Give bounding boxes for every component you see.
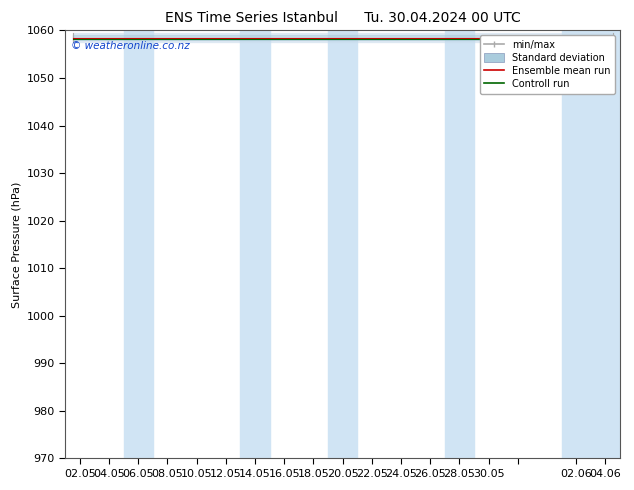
Bar (562, 30, 620, 459)
Y-axis label: Surface Pressure (hPa): Surface Pressure (hPa) (11, 181, 21, 308)
Bar (240, 30, 269, 459)
Legend: min/max, Standard deviation, Ensemble mean run, Controll run: min/max, Standard deviation, Ensemble me… (480, 35, 615, 94)
Bar (445, 30, 474, 459)
Bar (124, 30, 153, 459)
Bar (328, 30, 357, 459)
Text: © weatheronline.co.nz: © weatheronline.co.nz (71, 41, 190, 51)
Title: ENS Time Series Istanbul      Tu. 30.04.2024 00 UTC: ENS Time Series Istanbul Tu. 30.04.2024 … (165, 11, 521, 25)
